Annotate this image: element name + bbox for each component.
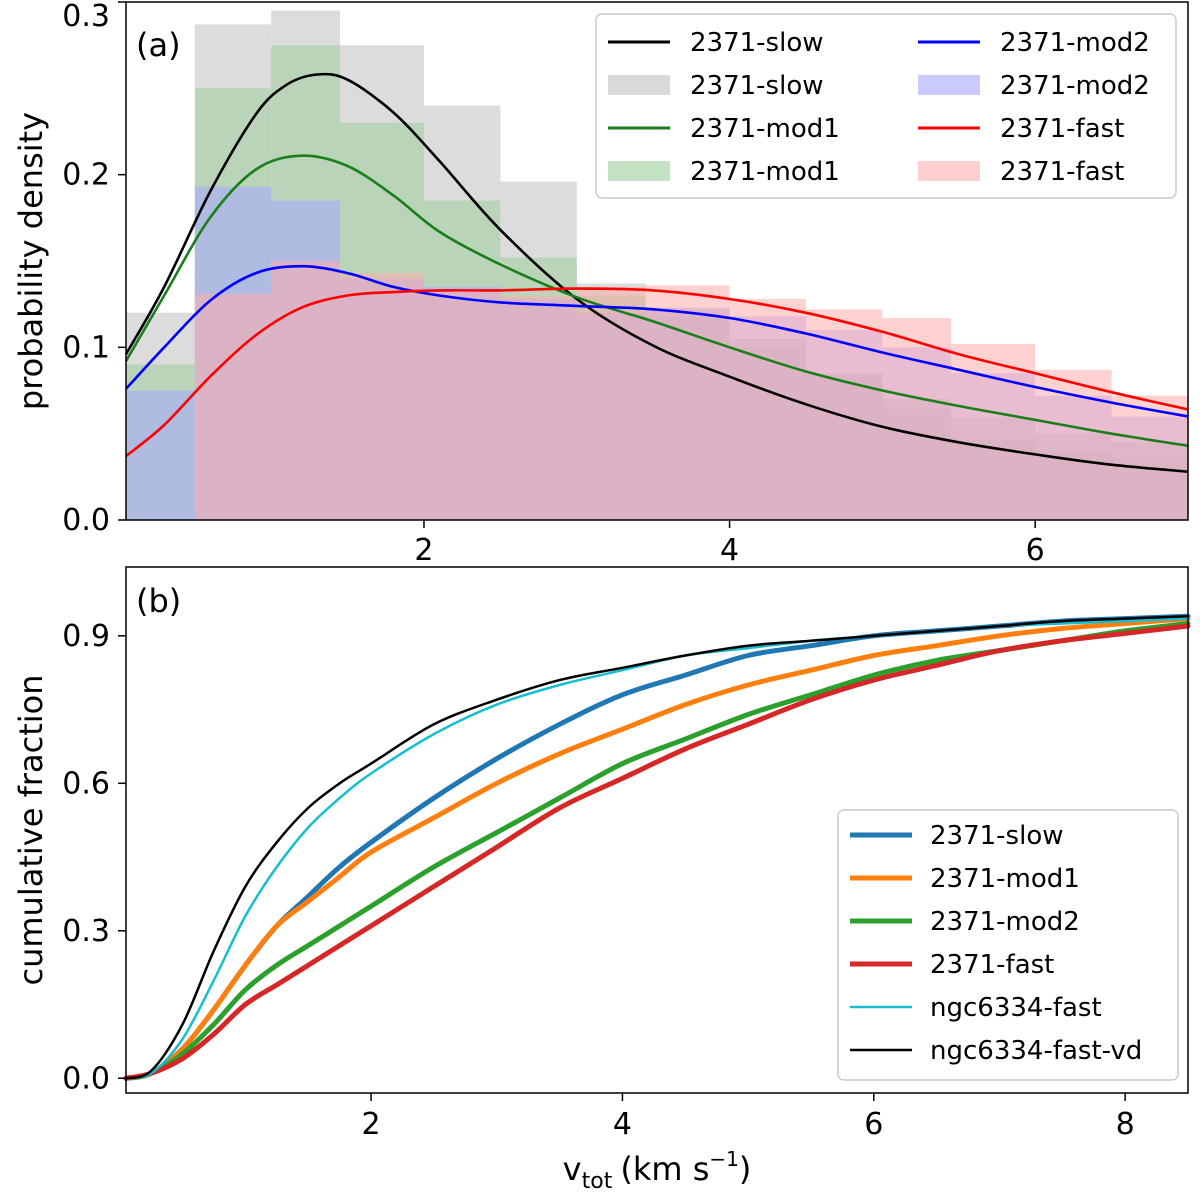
a-y-tick-label-3: 0.3 (62, 0, 110, 34)
a-y-tick-label-2: 0.2 (62, 158, 110, 193)
b-x-ticks: 2 4 6 8 (362, 1093, 1135, 1142)
a-legend-label-6: 2371-mod1 (690, 157, 840, 187)
cumulative-line-2371-mod2 (123, 621, 1191, 1081)
a-legend-swatch-2 (608, 75, 670, 95)
b-panel-label: (b) (136, 582, 181, 620)
b-legend-label-ngc6334-fast: ngc6334-fast (930, 993, 1102, 1023)
hist-bar-2371-fast-9 (806, 309, 883, 520)
b-legend-label-2371-mod2: 2371-mod2 (930, 907, 1080, 937)
b-x-tick-label-6: 6 (864, 1107, 883, 1142)
b-legend-box (837, 809, 1179, 1081)
a-legend-label-2: 2371-slow (690, 71, 824, 101)
hist-bar-2371-fast-3 (339, 273, 424, 520)
a-density-curves (124, 72, 1189, 473)
a-x-ticks: 2 4 6 (414, 520, 1045, 568)
hist-bar-2371-fast-11 (951, 343, 1036, 520)
a-x-tick-label-4: 4 (720, 533, 739, 568)
density-curve-2371-fast (125, 287, 1189, 458)
hist-bar-2371-fast-13 (1111, 395, 1188, 520)
hist-bar-2371-fast-12 (1035, 369, 1112, 520)
x-title-sup: −1 (709, 1147, 738, 1171)
a-legend-swatch-3 (918, 75, 980, 95)
a-legend-swatch-7 (918, 161, 980, 181)
a-y-tick-label-1: 0.1 (62, 330, 110, 365)
a-legend-label-7: 2371-fast (1000, 157, 1124, 187)
hist-bar-2371-fast-10 (882, 318, 952, 520)
a-plot-frame (125, 1, 1189, 521)
b-x-tick-label-2: 2 (362, 1107, 381, 1142)
b-legend-label-2371-fast: 2371-fast (930, 950, 1054, 980)
b-legend-label-2371-slow: 2371-slow (930, 821, 1064, 851)
a-legend-box (595, 13, 1177, 199)
b-y-tick-label-1: 0.3 (62, 914, 110, 949)
panel-a: 2 4 6 0.0 0.1 0.2 0.3 (a) probability density… (12, 0, 1189, 568)
a-x-tick-label-6: 6 (1026, 533, 1045, 568)
b-plot-frame (125, 566, 1189, 1094)
x-title-v: v (563, 1150, 582, 1188)
density-curve-2371-mod1 (124, 154, 1189, 448)
b-y-tick-label-3: 0.9 (62, 619, 110, 654)
hist-bar-2371-fast-1 (194, 293, 272, 520)
x-title-close: ) (739, 1150, 751, 1188)
a-histogram-bars (126, 10, 1188, 521)
density-curve-2371-mod2 (125, 264, 1189, 418)
b-legend: 2371-slow 2371-mod1 2371-mod2 2371-fast ngc6… (837, 809, 1179, 1081)
a-legend-label-5: 2371-fast (1000, 114, 1124, 144)
a-legend-label-1: 2371-mod2 (1000, 28, 1150, 58)
hist-bar-2371-mod2-0 (126, 390, 195, 520)
a-legend-label-3: 2371-mod2 (1000, 71, 1150, 101)
hist-bar-2371-fast-6 (576, 286, 646, 520)
a-panel-label: (a) (136, 26, 181, 64)
a-legend-label-4: 2371-mod1 (690, 114, 840, 144)
cumulative-line-2371-fast (123, 623, 1191, 1081)
b-cumulative-lines (123, 613, 1191, 1081)
a-legend: 2371-slow 2371-mod2 2371-slow 2371-mod2 2371… (595, 13, 1177, 199)
b-y-tick-label-2: 0.6 (62, 766, 110, 801)
a-y-ticks: 0.0 0.1 0.2 0.3 (62, 0, 126, 538)
hist-bar-2371-fast-4 (424, 290, 501, 520)
cumulative-line-2371-mod1 (123, 616, 1191, 1081)
b-x-tick-label-8: 8 (1116, 1107, 1135, 1142)
a-y-axis-title: probability density (12, 112, 50, 410)
a-legend-swatch-6 (608, 161, 670, 181)
b-y-ticks: 0.0 0.3 0.6 0.9 (62, 619, 126, 1096)
density-curve-2371-slow (124, 72, 1189, 473)
cumulative-line-ngc6334-fast-vd (124, 614, 1190, 1080)
a-y-tick-label-0: 0.0 (62, 503, 110, 538)
b-x-tick-label-4: 4 (613, 1107, 632, 1142)
b-y-tick-label-0: 0.0 (62, 1061, 110, 1096)
b-x-axis-title: vtot (km s−1) (563, 1147, 752, 1194)
x-title-sub: tot (582, 1169, 613, 1194)
x-title-units: (km s (620, 1150, 709, 1188)
hist-bar-2371-fast-5 (500, 295, 577, 520)
b-legend-label-2371-mod1: 2371-mod1 (930, 864, 1080, 894)
b-y-axis-title: cumulative fraction (12, 675, 50, 986)
hist-bar-2371-fast-2 (271, 261, 340, 520)
panel-b: 2 4 6 8 0.0 0.3 0.6 0.9 (b) cumulative fractio… (12, 566, 1191, 1194)
b-legend-label-ngc6334-fast-vd: ngc6334-fast-vd (930, 1036, 1142, 1066)
hist-bar-2371-fast-8 (729, 299, 806, 520)
a-legend-label-0: 2371-slow (690, 28, 824, 58)
hist-bar-2371-fast-7 (645, 285, 730, 520)
a-x-tick-label-2: 2 (414, 533, 433, 568)
